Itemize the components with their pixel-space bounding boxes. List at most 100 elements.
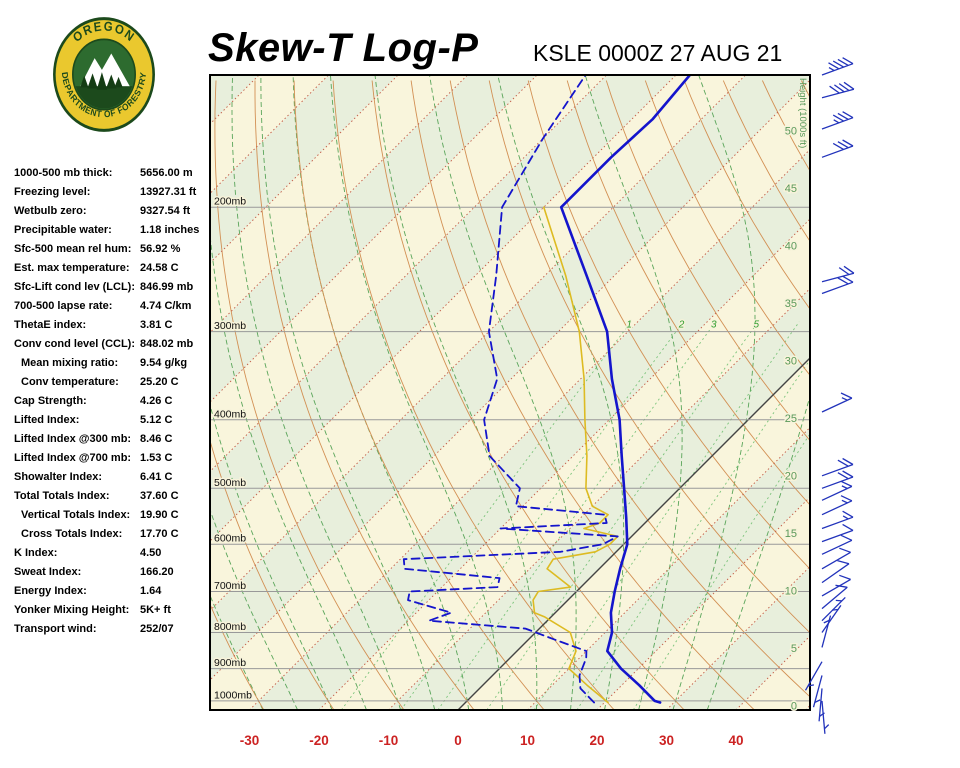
isobars bbox=[210, 206, 810, 702]
wind-barb bbox=[821, 275, 854, 295]
wind-barb bbox=[821, 57, 854, 76]
index-value: 25.20 C bbox=[140, 376, 179, 388]
mixing-ratio-lines bbox=[341, 321, 810, 710]
index-row: Mean mixing ratio: 9.54 g/kg bbox=[14, 357, 212, 376]
svg-text:800mb: 800mb bbox=[214, 621, 246, 633]
index-label: Transport wind: bbox=[14, 623, 97, 635]
index-value: 9327.54 ft bbox=[140, 205, 191, 217]
wetbulb-line bbox=[532, 206, 619, 704]
index-label: 1000-500 mb thick: bbox=[14, 167, 113, 179]
wind-barb bbox=[821, 574, 851, 597]
index-row: ThetaE index: 3.81 C bbox=[14, 319, 212, 338]
wind-barb bbox=[821, 495, 853, 516]
index-row: Sweat Index: 166.20 bbox=[14, 566, 212, 585]
index-row: Total Totals Index: 37.60 C bbox=[14, 490, 212, 509]
index-label: Lifted Index: bbox=[14, 414, 80, 426]
svg-text:50: 50 bbox=[785, 126, 797, 138]
index-value: 1.53 C bbox=[140, 452, 173, 464]
svg-text:-30: -30 bbox=[240, 733, 260, 748]
svg-text:500mb: 500mb bbox=[214, 477, 246, 489]
index-value: 6.41 C bbox=[140, 471, 173, 483]
svg-text:20: 20 bbox=[589, 733, 604, 748]
index-row: Lifted Index @700 mb: 1.53 C bbox=[14, 452, 212, 471]
wind-barb bbox=[821, 457, 854, 477]
svg-text:600mb: 600mb bbox=[214, 533, 246, 545]
index-value: 37.60 C bbox=[140, 490, 179, 502]
index-value: 4.74 C/km bbox=[140, 300, 192, 312]
index-row: 700-500 lapse rate: 4.74 C/km bbox=[14, 300, 212, 319]
index-value: 24.58 C bbox=[140, 262, 179, 274]
index-row: Conv temperature: 25.20 C bbox=[14, 376, 212, 395]
wind-barb bbox=[812, 675, 823, 708]
index-label: Sweat Index: bbox=[14, 566, 82, 578]
index-label: Freezing level: bbox=[14, 186, 91, 198]
index-row: Vertical Totals Index: 19.90 C bbox=[14, 509, 212, 528]
index-label: Cross Totals Index: bbox=[21, 528, 123, 540]
index-value: 252/07 bbox=[140, 623, 174, 635]
chart-border bbox=[209, 74, 811, 711]
svg-text:5: 5 bbox=[754, 319, 760, 330]
svg-text:1000mb: 1000mb bbox=[214, 689, 252, 701]
index-label: Conv temperature: bbox=[21, 376, 119, 388]
wind-barbs-column bbox=[804, 57, 855, 734]
index-row: Transport wind: 252/07 bbox=[14, 623, 212, 642]
wind-barb bbox=[821, 392, 853, 413]
wind-barb bbox=[821, 559, 850, 584]
index-label: Est. max temperature: bbox=[14, 262, 130, 274]
index-value: 3.81 C bbox=[140, 319, 173, 331]
profiles bbox=[402, 75, 692, 704]
index-value: 4.26 C bbox=[140, 395, 173, 407]
tree-icon bbox=[80, 75, 89, 88]
wind-barb bbox=[821, 523, 854, 543]
svg-text:3: 3 bbox=[711, 319, 717, 330]
index-label: K Index: bbox=[14, 547, 58, 559]
index-value: 4.50 bbox=[140, 547, 162, 559]
wind-barb bbox=[821, 81, 855, 99]
index-row: Yonker Mixing Height: 5K+ ft bbox=[14, 604, 212, 623]
mixing-ratio-labels: 1 2 3 5 bbox=[625, 318, 761, 332]
svg-text:200mb: 200mb bbox=[214, 196, 246, 208]
index-value: 19.90 C bbox=[140, 509, 179, 521]
index-row: Cross Totals Index: 17.70 C bbox=[14, 528, 212, 547]
svg-text:20: 20 bbox=[785, 471, 797, 483]
tree-icon bbox=[106, 74, 117, 89]
wind-barb bbox=[821, 534, 853, 555]
index-row: Showalter Index: 6.41 C bbox=[14, 471, 212, 490]
index-value: 5656.00 m bbox=[140, 167, 193, 179]
logo-art bbox=[73, 53, 135, 109]
indices-panel: 1000-500 mb thick: 5656.00 m Freezing leve… bbox=[14, 167, 212, 642]
index-label: Mean mixing ratio: bbox=[21, 357, 119, 369]
index-value: 846.99 mb bbox=[140, 281, 194, 293]
isotherms bbox=[210, 75, 810, 710]
index-row: Energy Index: 1.64 bbox=[14, 585, 212, 604]
wind-barb bbox=[821, 480, 853, 501]
index-row: 1000-500 mb thick: 5656.00 m bbox=[14, 167, 212, 186]
index-row: K Index: 4.50 bbox=[14, 547, 212, 566]
forest-band bbox=[73, 86, 135, 109]
index-label: Cap Strength: bbox=[14, 395, 87, 407]
svg-text:40: 40 bbox=[785, 241, 797, 253]
svg-text:-20: -20 bbox=[309, 733, 329, 748]
index-label: Yonker Mixing Height: bbox=[14, 604, 130, 616]
index-row: Cap Strength: 4.26 C bbox=[14, 395, 212, 414]
svg-text:30: 30 bbox=[659, 733, 674, 748]
svg-text:900mb: 900mb bbox=[214, 657, 246, 669]
index-label: 700-500 lapse rate: bbox=[14, 300, 113, 312]
wind-barb bbox=[821, 547, 851, 570]
station-id: KSLE 0000Z 27 AUG 21 bbox=[533, 40, 783, 66]
index-label: Energy Index: bbox=[14, 585, 87, 597]
wind-barb bbox=[821, 615, 832, 648]
index-label: Showalter Index: bbox=[14, 471, 103, 483]
svg-text:0: 0 bbox=[454, 733, 462, 748]
page-title: Skew-T Log-P bbox=[208, 26, 479, 70]
index-label: Conv cond level (CCL): bbox=[14, 338, 136, 350]
dewpoint-line bbox=[402, 75, 619, 704]
index-label: Sfc-500 mean rel hum: bbox=[14, 243, 132, 255]
index-row: Sfc-Lift cond lev (LCL): 846.99 mb bbox=[14, 281, 212, 300]
index-row: Lifted Index @300 mb: 8.46 C bbox=[14, 433, 212, 452]
svg-text:10: 10 bbox=[785, 586, 797, 598]
svg-text:700mb: 700mb bbox=[214, 580, 246, 592]
temperature-line bbox=[559, 75, 692, 704]
wind-barb bbox=[821, 139, 854, 158]
wind-barb bbox=[821, 470, 854, 489]
